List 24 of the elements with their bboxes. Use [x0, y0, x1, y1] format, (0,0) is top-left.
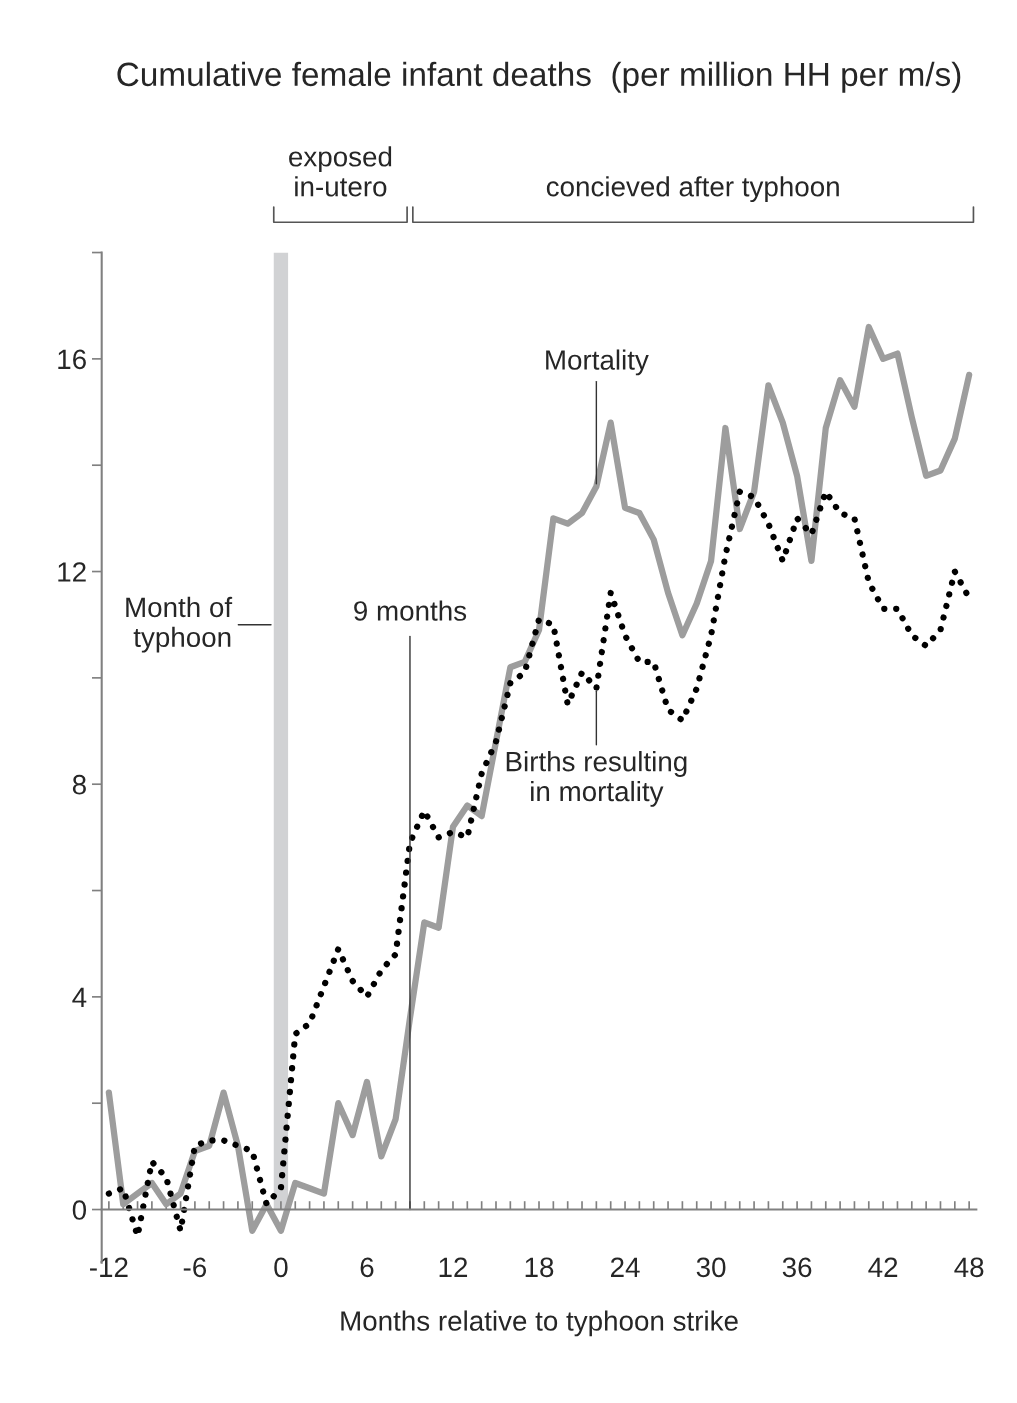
chart-title: Cumulative female infant deaths (per million HH per m/s) — [117, 61, 961, 93]
x-tick-label: 42 — [868, 1257, 898, 1277]
x-tick-label: 24 — [610, 1257, 640, 1277]
x-axis-title: Months relative to typhoon strike — [341, 1310, 738, 1337]
x-tick-label: 12 — [439, 1257, 468, 1277]
x-tick-label: 18 — [525, 1257, 554, 1278]
annotation: Mortality — [546, 349, 649, 376]
x-tick-label: -6 — [183, 1257, 207, 1278]
y-tick-label: 4 — [72, 987, 87, 1007]
y-tick-label: 8 — [72, 774, 86, 795]
y-tick-label: 16 — [58, 349, 86, 370]
ref-line-label: 9 months — [354, 600, 467, 621]
y-tick-label: 12 — [58, 562, 86, 582]
x-tick-label: 0 — [274, 1257, 288, 1278]
x-tick-label: 30 — [696, 1257, 726, 1278]
x-tick-label: 36 — [782, 1257, 812, 1278]
text: concieved after typhoon — [546, 176, 839, 203]
x-tick-label: 6 — [360, 1257, 374, 1278]
x-tick-label: -12 — [90, 1257, 128, 1277]
y-tick-label: 0 — [72, 1200, 87, 1220]
x-tick-label: 48 — [954, 1257, 984, 1278]
band-label: Month of typhoon — [126, 596, 233, 653]
text: exposed in-utero — [289, 146, 392, 197]
annotation: Births resulting in mortality — [506, 751, 687, 807]
